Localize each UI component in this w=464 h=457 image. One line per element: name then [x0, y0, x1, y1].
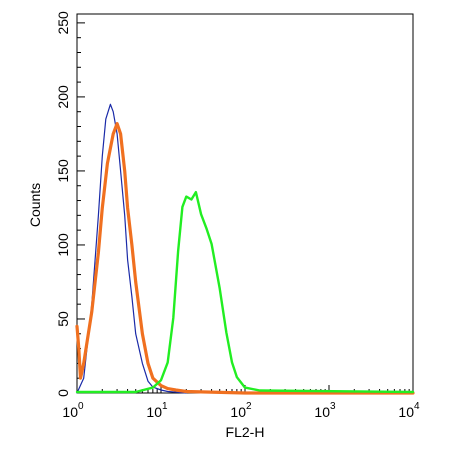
x-axis: 100 101 102 103 104 — [62, 385, 420, 420]
y-tick-label: 0 — [55, 389, 71, 397]
y-tick-label: 150 — [55, 159, 71, 183]
y-tick-label: 50 — [55, 311, 71, 327]
x-tick-label: 101 — [146, 401, 168, 420]
series-line-1 — [76, 103, 187, 394]
y-tick-label: 100 — [55, 233, 71, 257]
y-axis-title: Counts — [27, 183, 43, 227]
series-line-2 — [75, 122, 415, 395]
x-tick-label: 103 — [314, 401, 336, 420]
series-layer — [75, 103, 415, 395]
y-tick-label: 200 — [55, 85, 71, 109]
series-line-3 — [75, 190, 415, 394]
x-tick-label: 102 — [230, 401, 252, 420]
x-tick-label: 104 — [398, 401, 420, 420]
y-axis: 0 50 100 150 200 250 — [55, 11, 85, 397]
x-tick-label: 100 — [62, 401, 84, 420]
y-tick-label: 250 — [55, 11, 71, 35]
x-axis-title: FL2-H — [226, 424, 265, 440]
